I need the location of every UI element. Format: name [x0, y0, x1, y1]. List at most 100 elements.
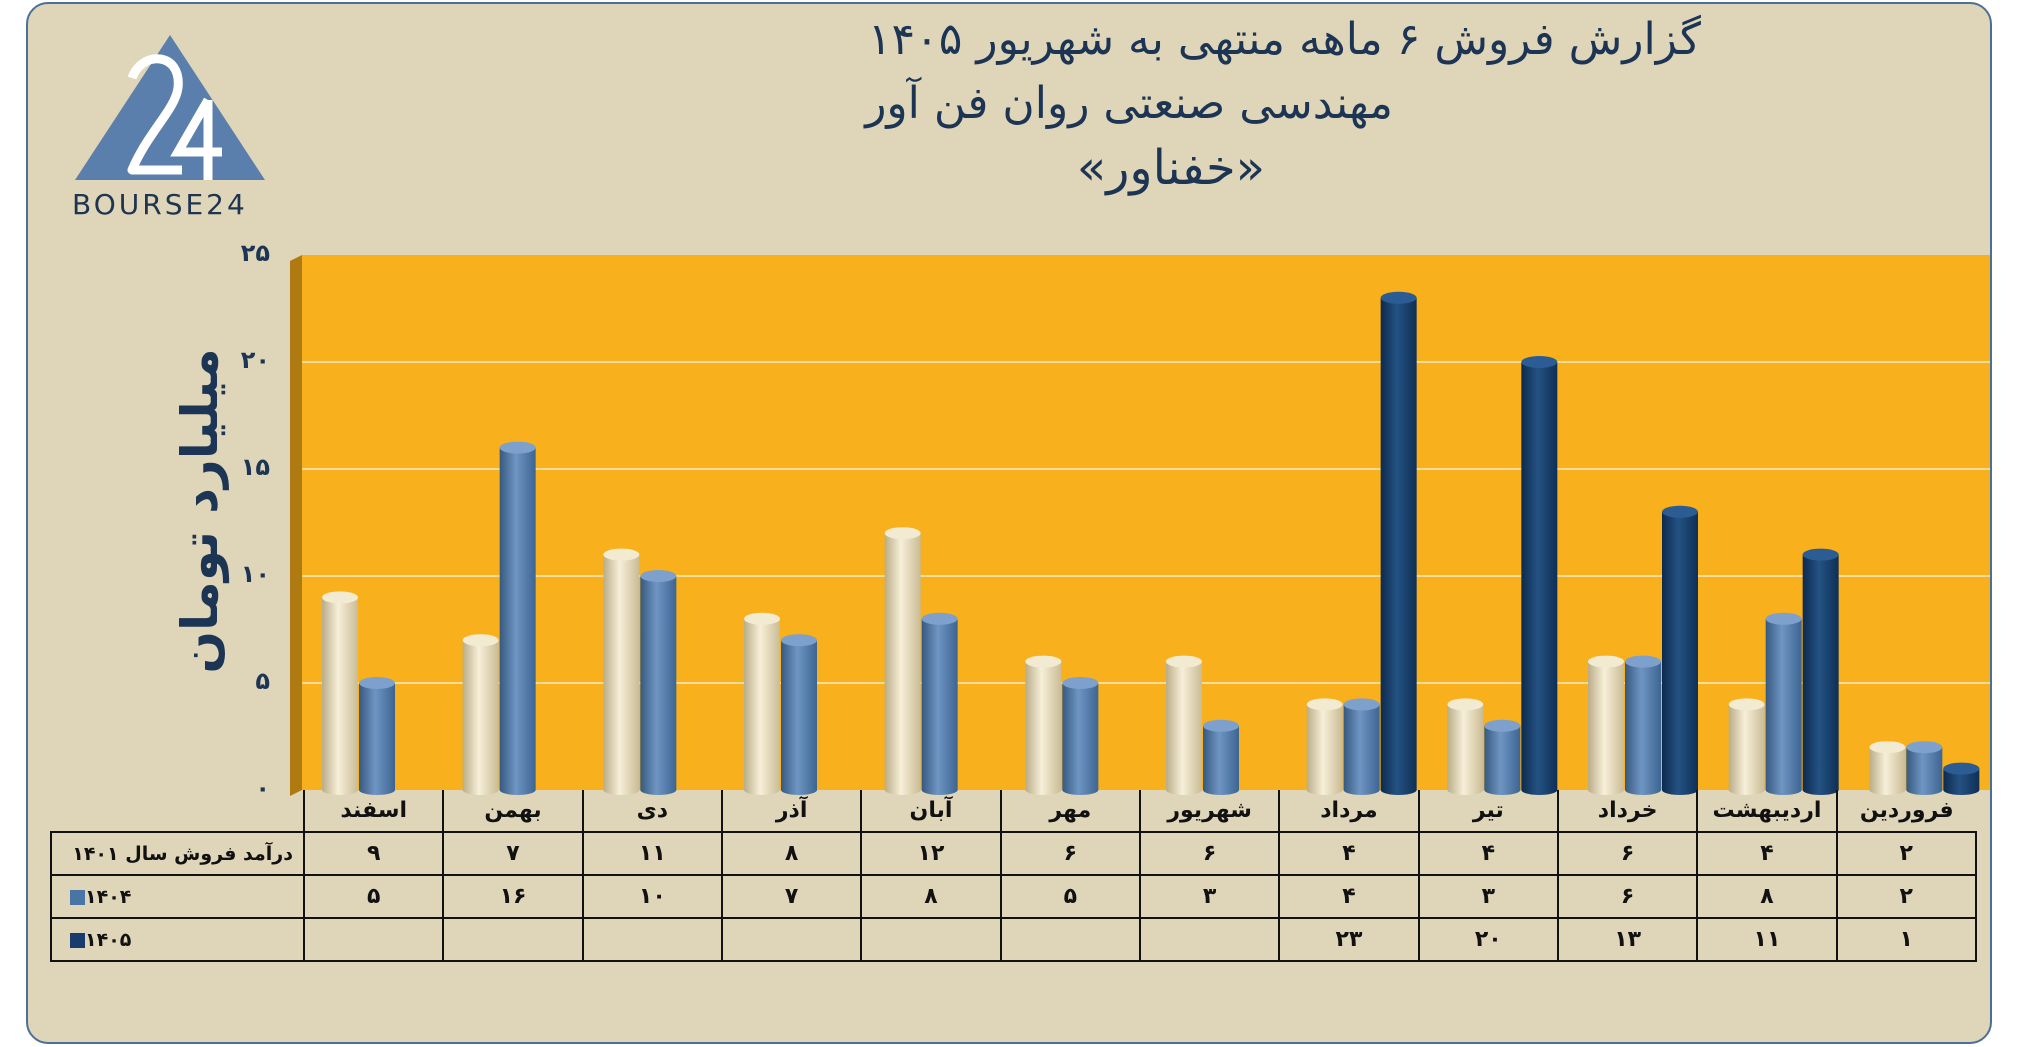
table-row-1404: ۱۴۰۴ ۵ ۱۶ ۱۰ ۷ ۸ ۵ ۳ ۴ ۳ ۶ ۸ ۲ [50, 874, 1977, 919]
table-row-1405: ۱۴۰۵ ۲۳ ۲۰ ۱۳ ۱۱ ۱ [50, 917, 1977, 962]
x-tick-label: آبان [860, 790, 1001, 833]
bar-0-11 [322, 591, 358, 795]
x-tick-label: شهریور [1138, 790, 1280, 833]
data-label: ۶ [1556, 874, 1699, 919]
bar-1-8 [781, 634, 817, 795]
data-label [302, 917, 445, 962]
data-label [999, 917, 1141, 962]
bar-0-10 [462, 634, 499, 795]
bar-0-8 [744, 612, 780, 795]
bar-2-2 [1662, 505, 1698, 795]
data-label: ۱ [1835, 917, 1977, 962]
bar-0-7 [884, 527, 921, 795]
x-tick-label: خرداد [1556, 790, 1698, 833]
x-tick-label: اسفند [302, 790, 444, 833]
legend-swatch [70, 932, 85, 948]
y-tick-label: ۵ [255, 667, 270, 695]
data-table: اسفند بهمن دی آذر آبان مهر شهریور مرداد تیر خرداد… [50, 790, 1977, 962]
bar-2-4 [1380, 291, 1417, 795]
data-label: ۸ [860, 874, 1002, 919]
legend-swatch [70, 889, 85, 905]
y-tick-label: ۲۰ [240, 346, 270, 374]
data-label: ۵ [302, 874, 445, 919]
y-tick-label: ۲۵ [240, 239, 270, 267]
bar-0-5 [1166, 655, 1202, 795]
data-label [860, 917, 1002, 962]
bar-0-9 [603, 548, 640, 795]
series-name: درآمد فروش سال ۱۴۰۱ [50, 831, 305, 876]
plot-area [302, 255, 1990, 790]
data-label: ۳ [1417, 874, 1559, 919]
data-label: ۱۳ [1556, 917, 1699, 962]
bar-1-6 [1062, 677, 1099, 795]
data-label [581, 917, 723, 962]
data-label [442, 917, 584, 962]
bar-1-4 [1343, 698, 1380, 795]
data-label: ۸ [720, 831, 863, 876]
data-label: ۶ [1138, 831, 1281, 876]
data-label: ۴ [1278, 874, 1420, 919]
x-tick-label: تیر [1417, 790, 1558, 833]
x-tick-label: مهر [999, 790, 1140, 833]
x-tick-label: فروردین [1835, 790, 1976, 833]
bar-2-1 [1802, 548, 1839, 795]
plot-side-wall [290, 255, 302, 796]
series-name: ۱۴۰۴ [50, 874, 305, 919]
data-label: ۴ [1417, 831, 1559, 876]
bar-0-0 [1869, 741, 1906, 795]
data-label: ۷ [442, 831, 584, 876]
data-label: ۴ [1696, 831, 1838, 876]
data-label: ۱۶ [442, 874, 584, 919]
bar-1-7 [921, 612, 958, 795]
data-label: ۲۳ [1278, 917, 1420, 962]
data-label: ۴ [1278, 831, 1420, 876]
bar-0-1 [1728, 698, 1765, 795]
series-name: ۱۴۰۵ [50, 917, 305, 962]
x-tick-label: بهمن [442, 790, 583, 833]
bar-1-3 [1484, 719, 1521, 795]
data-label: ۱۱ [581, 831, 723, 876]
bar-1-9 [640, 570, 677, 795]
x-tick-label: اردیبهشت [1696, 790, 1837, 833]
bourse24-logo-icon [75, 35, 265, 180]
y-tick-label: ۰ [255, 774, 270, 802]
data-label: ۲ [1835, 874, 1977, 919]
y-tick-label: ۱۵ [240, 453, 270, 481]
x-tick-label: مرداد [1278, 790, 1419, 833]
data-label: ۸ [1696, 874, 1838, 919]
title-line-1: گزارش فروش ۶ ماهه منتهی به شهریور ۱۴۰۵ [867, 14, 1701, 65]
bar-0-4 [1306, 698, 1343, 795]
bar-0-3 [1447, 698, 1484, 795]
bar-1-0 [1906, 741, 1943, 795]
bar-2-3 [1521, 356, 1558, 795]
x-tick-label: آذر [720, 790, 862, 833]
data-label [1138, 917, 1281, 962]
bar-1-11 [359, 677, 395, 795]
data-label: ۶ [1556, 831, 1699, 876]
bar-0-6 [1025, 655, 1062, 795]
x-tick-label: دی [581, 790, 722, 833]
bar-1-10 [499, 441, 536, 795]
table-corner [51, 790, 304, 832]
data-label: ۶ [999, 831, 1141, 876]
data-label: ۱۰ [581, 874, 723, 919]
table-row-1401: درآمد فروش سال ۱۴۰۱ ۹ ۷ ۱۱ ۸ ۱۲ ۶ ۶ ۴ ۴ ۶ ۴ ۲ [50, 831, 1977, 876]
data-label: ۳ [1138, 874, 1281, 919]
bar-1-5 [1203, 719, 1239, 795]
bar-1-1 [1765, 612, 1802, 795]
logo-text: BOURSE24 [72, 188, 248, 221]
y-tick-label: ۱۰ [240, 560, 270, 588]
data-label: ۵ [999, 874, 1141, 919]
bar-0-2 [1588, 655, 1624, 795]
bar-1-2 [1625, 655, 1661, 795]
title-line-2: مهندسی صنعتی روان فن آور [865, 78, 1393, 129]
category-row: اسفند بهمن دی آذر آبان مهر شهریور مرداد تیر خرداد… [51, 790, 1976, 833]
data-label: ۲۰ [1417, 917, 1559, 962]
data-label: ۹ [302, 831, 445, 876]
bar-chart [290, 255, 1990, 796]
data-label: ۷ [720, 874, 863, 919]
data-label: ۱۱ [1696, 917, 1838, 962]
data-label [720, 917, 863, 962]
data-label: ۲ [1835, 831, 1977, 876]
data-label: ۱۲ [860, 831, 1002, 876]
